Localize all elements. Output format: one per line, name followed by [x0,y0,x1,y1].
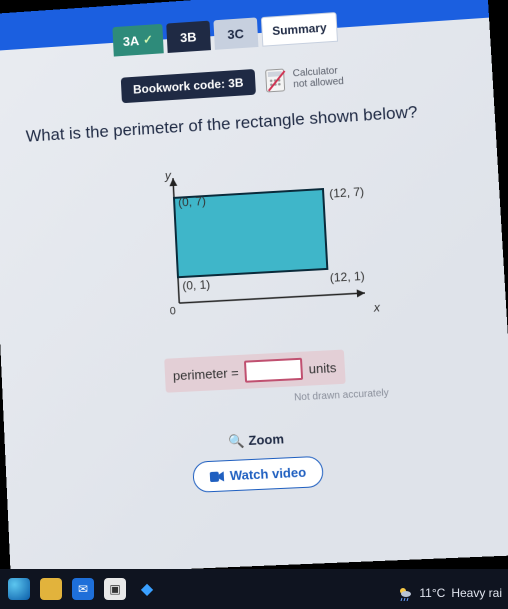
tab-3a-label: 3A [123,33,140,49]
zoom-button[interactable]: 🔍Zoom [5,420,508,460]
answer-row: perimeter = units [164,350,345,393]
calculator-notice: Calculator not allowed [265,64,345,93]
tab-summary-label: Summary [272,21,327,38]
coord-top-left: (0, 7) [178,194,206,210]
answer-units: units [308,360,336,376]
app-icon[interactable]: ◆ [136,578,158,600]
tab-3a[interactable]: 3A ✓ [112,24,163,57]
store-icon[interactable]: ▣ [104,578,126,600]
tab-3c[interactable]: 3C [213,17,258,49]
tab-3b-label: 3B [180,29,197,45]
not-drawn-accurately-note: Not drawn accurately [294,388,389,404]
question-text: What is the perimeter of the rectangle s… [25,99,474,147]
taskbar-icons: ✉ ▣ ◆ [8,578,158,600]
calculator-icon [265,68,288,93]
x-axis-label: x [373,300,380,314]
origin-label: 0 [169,305,176,317]
watch-video-label: Watch video [229,465,306,484]
mail-icon[interactable]: ✉ [72,578,94,600]
perimeter-input[interactable] [244,358,303,383]
coord-bottom-left: (0, 1) [182,277,210,292]
edge-icon[interactable] [8,578,30,600]
bookwork-code-label: Bookwork code: 3B [133,76,244,97]
weather-temp: 11°C [419,586,445,600]
check-icon: ✓ [143,32,154,46]
weather-icon [397,585,413,601]
meta-row: Bookwork code: 3B Calculator not allowed [121,63,344,103]
zoom-label: Zoom [248,431,284,448]
watch-video-button[interactable]: Watch video [192,456,324,493]
y-axis-label: y [165,168,172,182]
rectangle-diagram: y x 0 (0, 7) (12, 7) (0, 1) (12, 1) [139,162,377,344]
screen: 3A ✓ 3B 3C Summary Bookwork code: 3B Ca [0,0,508,576]
tab-3c-label: 3C [227,26,244,42]
coord-top-right: (12, 7) [329,185,365,201]
answer-label: perimeter = [173,365,239,383]
video-icon [210,471,224,482]
file-explorer-icon[interactable] [40,578,62,600]
tab-3b[interactable]: 3B [166,21,211,53]
coord-bottom-right: (12, 1) [329,269,365,285]
zoom-icon: 🔍 [228,433,245,449]
weather-desc: Heavy rai [451,586,502,600]
calculator-line2: not allowed [293,76,344,91]
tab-summary[interactable]: Summary [261,12,339,47]
weather-widget[interactable]: 11°C Heavy rai [397,585,502,601]
calculator-text: Calculator not allowed [292,65,344,91]
bookwork-code-pill: Bookwork code: 3B [121,69,256,103]
